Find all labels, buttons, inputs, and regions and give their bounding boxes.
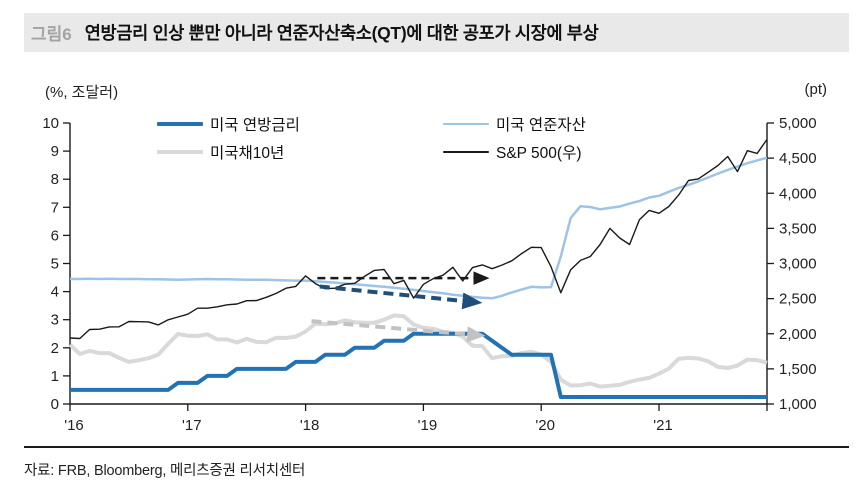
legend-item-fed-funds: 미국 연방금리: [157, 115, 300, 134]
y-axis-left-tick-label: 1: [51, 368, 59, 385]
legend-label-fed-assets: 미국 연준자산: [496, 117, 586, 134]
y-axis-right-tick-label: 4,500: [779, 150, 817, 167]
footer-divider: [24, 446, 849, 448]
y-axis-right-tick-label: 3,000: [779, 256, 817, 273]
figure-header: 그림6 연방금리 인상 뿐만 아니라 연준자산축소(QT)에 대한 공포가 시장…: [24, 13, 849, 52]
right-axis-unit-label: (pt): [804, 81, 828, 98]
y-axis-left-tick-label: 10: [42, 115, 59, 132]
series-line-0: [70, 331, 767, 399]
legend-item-treasury-10y: 미국채10년: [157, 143, 285, 162]
x-axis-tick-label: '20: [535, 417, 555, 434]
y-axis-right-tick-label: 4,000: [779, 185, 817, 202]
x-axis-tick-label: '21: [653, 417, 673, 434]
series-line-2: [70, 156, 768, 300]
x-axis-tick-label: '17: [182, 417, 202, 434]
y-axis-right-tick-label: 5,000: [779, 115, 817, 132]
y-axis-left-tick-label: 4: [51, 284, 59, 301]
legend-swatch-fed-funds: [157, 122, 203, 126]
y-axis-right-tick-label: 1,000: [779, 396, 817, 413]
figure-title: 연방금리 인상 뿐만 아니라 연준자산축소(QT)에 대한 공포가 시장에 부상: [84, 23, 599, 43]
legend-swatch-sp500: [443, 151, 489, 153]
treasury-decline-dashed-arrow: [311, 319, 486, 343]
y-axis-right-tick-label: 2,000: [779, 326, 817, 343]
y-axis-left-tick-label: 2: [51, 340, 59, 357]
series-line-3: [69, 138, 768, 340]
x-axis-tick-label: '16: [64, 417, 84, 434]
source-note: 자료: FRB, Bloomberg, 메리츠증권 리서치센터: [24, 463, 306, 479]
legend-label-fed-funds: 미국 연방금리: [210, 117, 300, 134]
legend-item-sp500: S&P 500(우): [443, 143, 582, 162]
y-axis-right-tick-label: 3,500: [779, 220, 817, 237]
legend-swatch-treasury-10y: [157, 150, 203, 154]
series-line-1: [68, 313, 768, 389]
y-axis-left-tick-label: 9: [51, 143, 59, 160]
y-axis-left-tick-label: 3: [51, 312, 59, 329]
y-axis-right-tick-label: 2,500: [779, 291, 817, 308]
y-axis-left-tick-label: 8: [51, 171, 59, 188]
y-axis-left-tick-label: 6: [51, 227, 59, 244]
y-axis-left-tick-label: 0: [51, 396, 59, 413]
legend-label-treasury-10y: 미국채10년: [210, 145, 285, 162]
legend-label-sp500: S&P 500(우): [496, 145, 582, 162]
x-axis-tick-label: '19: [418, 417, 438, 434]
y-axis-right-tick-label: 1,500: [779, 361, 817, 378]
left-axis-unit-label: (%, 조달러): [45, 84, 119, 101]
legend-swatch-fed-assets: [443, 122, 489, 126]
figure-number: 그림6: [31, 25, 72, 44]
y-axis-left-tick-label: 5: [51, 256, 59, 273]
assets-decline-dashed-arrow: [319, 284, 483, 310]
x-axis-tick-label: '18: [300, 417, 320, 434]
y-axis-left-tick-label: 7: [51, 199, 59, 216]
legend-item-fed-assets: 미국 연준자산: [443, 115, 586, 134]
